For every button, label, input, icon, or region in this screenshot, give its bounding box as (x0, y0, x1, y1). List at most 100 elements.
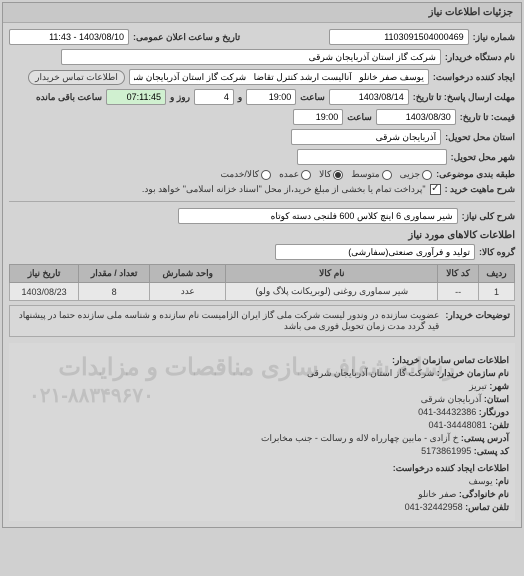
input-response-time[interactable] (246, 89, 296, 105)
value-address: خ آزادی - مابین چهارراه لاله و رسالت - ج… (261, 433, 458, 443)
row-delivery-city: شهر محل تحویل: (9, 149, 515, 165)
label-requester: ایجاد کننده درخواست: (433, 72, 515, 83)
label-buyer-note: توضیحات خریدار: (445, 310, 510, 332)
td-0-3: عدد (150, 283, 226, 301)
badge-contact-info[interactable]: اطلاعات تماس خریدار (28, 70, 125, 85)
input-need-summary[interactable] (178, 208, 458, 224)
label-buyer-org: نام دستگاه خریدار: (445, 52, 515, 63)
radio-label-4: کالا/خدمت (220, 169, 259, 180)
checkbox-nature[interactable] (430, 184, 441, 195)
row-nature: شرح ماهیت خرید : "پرداخت تمام یا بخشی از… (9, 184, 515, 195)
row-response-deadline: مهلت ارسال پاسخ: تا تاریخ: ساعت و روز و … (9, 89, 515, 105)
label-time-1: ساعت (300, 92, 325, 103)
buyer-note-text: عضویت سازنده در وندور لیست شرکت ملی گاز … (14, 310, 439, 332)
th-4: تعداد / مقدار (79, 265, 150, 283)
goods-table: ردیف کد کالا نام کالا واحد شمارش تعداد /… (9, 264, 515, 301)
label-delivery-city: شهر محل تحویل: (451, 152, 515, 163)
radio-dot-icon (261, 170, 271, 180)
value-org: شرکت گاز استان آذربایجان شرقی (307, 368, 434, 378)
input-remain-time[interactable] (106, 89, 166, 105)
radio-option-4[interactable]: کالا/خدمت (220, 169, 271, 180)
panel-body: شماره نیاز: تاریخ و ساعت اعلان عمومی: نا… (3, 23, 521, 527)
label-remain: ساعت باقی مانده (36, 92, 102, 103)
line-city: شهر: تبریز (15, 381, 509, 392)
contact-area: رسانه شفاف سازی مناقصات و مزایدات ۰۲۱-۸۸… (9, 343, 515, 521)
label-classification: طبقه بندی موضوعی: (436, 169, 515, 180)
td-0-1: -- (438, 283, 479, 301)
line-lastname: نام خانوادگی: صفر خانلو (15, 489, 509, 500)
table-header-row: ردیف کد کالا نام کالا واحد شمارش تعداد /… (10, 265, 515, 283)
nature-text: "پرداخت تمام یا بخشی از مبلغ خرید،از محل… (142, 184, 426, 195)
value-phone: 34448081-041 (429, 420, 487, 430)
radio-option-2[interactable]: کالا (319, 169, 343, 180)
row-requester: ایجاد کننده درخواست: اطلاعات تماس خریدار (9, 69, 515, 85)
row-need-summary: شرح کلی نیاز: (9, 208, 515, 224)
input-goods-group[interactable] (275, 244, 475, 260)
th-2: نام کالا (226, 265, 438, 283)
row-validity: فیمت: تا تاریخ: ساعت (9, 109, 515, 125)
value-fax: 34432386-041 (418, 407, 476, 417)
value-contact-phone: 32442958-041 (405, 502, 463, 512)
input-request-no[interactable] (329, 29, 469, 45)
input-response-date[interactable] (329, 89, 409, 105)
label-province: استان: (484, 394, 509, 404)
row-buyer-org: نام دستگاه خریدار: (9, 49, 515, 65)
label-public-date: تاریخ و ساعت اعلان عمومی: (133, 32, 240, 43)
label-contact-phone: تلفن تماس: (465, 502, 509, 512)
label-need-summary: شرح کلی نیاز: (462, 211, 515, 222)
input-days[interactable] (194, 89, 234, 105)
contact-section-title: اطلاعات تماس سازمان خریدار: (15, 355, 509, 366)
label-address: آدرس پستی: (461, 433, 509, 443)
th-3: واحد شمارش (150, 265, 226, 283)
input-validity-date[interactable] (376, 109, 456, 125)
row-classification: طبقه بندی موضوعی: جزیی متوسط کالا عمده ک… (9, 169, 515, 180)
table-row: 1 -- شیر سماوری روغنی (لوبریکانت پلاگ ول… (10, 283, 515, 301)
label-fax: دورنگار: (479, 407, 509, 417)
main-panel: جزئیات اطلاعات نیاز شماره نیاز: تاریخ و … (2, 2, 522, 528)
radio-label-1: متوسط (351, 169, 379, 180)
input-public-date[interactable] (9, 29, 129, 45)
value-city: تبریز (469, 381, 487, 391)
input-requester[interactable] (129, 69, 429, 85)
label-validity: فیمت: تا تاریخ: (460, 112, 515, 123)
th-5: تاریخ نیاز (10, 265, 79, 283)
td-0-0: 1 (478, 283, 514, 301)
label-org: نام سازمان خریدار: (437, 368, 509, 378)
line-fax: دورنگار: 34432386-041 (15, 407, 509, 418)
classification-radio-group: جزیی متوسط کالا عمده کالا/خدمت (220, 169, 432, 180)
value-lastname: صفر خانلو (418, 489, 456, 499)
buyer-note-box: توضیحات خریدار: عضویت سازنده در وندور لی… (9, 305, 515, 337)
panel-title: جزئیات اطلاعات نیاز (3, 3, 521, 23)
input-delivery-city[interactable] (297, 149, 447, 165)
label-goods-group: گروه کالا: (479, 247, 515, 258)
radio-dot-icon (301, 170, 311, 180)
radio-dot-icon (333, 170, 343, 180)
label-delivery-province: استان محل تحویل: (445, 132, 515, 143)
label-lastname: نام خانوادگی: (459, 489, 509, 499)
line-phone: تلفن: 34448081-041 (15, 420, 509, 431)
radio-option-0[interactable]: جزیی (400, 169, 433, 180)
label-days-unit: روز و (170, 92, 190, 103)
input-delivery-province[interactable] (291, 129, 441, 145)
input-validity-time[interactable] (293, 109, 343, 125)
label-name: نام: (495, 476, 509, 486)
row-request-no: شماره نیاز: تاریخ و ساعت اعلان عمومی: (9, 29, 515, 45)
th-0: ردیف (478, 265, 514, 283)
radio-option-1[interactable]: متوسط (351, 169, 391, 180)
row-delivery-province: استان محل تحویل: (9, 129, 515, 145)
line-address: آدرس پستی: خ آزادی - مابین چهارراه لاله … (15, 433, 509, 444)
label-time-2: ساعت (347, 112, 372, 123)
value-name: یوسف (469, 476, 493, 486)
row-goods-group: گروه کالا: (9, 244, 515, 260)
goods-section-title: اطلاعات کالاهای مورد نیاز (9, 230, 515, 241)
label-city: شهر: (489, 381, 509, 391)
line-org: نام سازمان خریدار: شرکت گاز استان آذربای… (15, 368, 509, 379)
label-phone: تلفن: (489, 420, 509, 430)
radio-option-3[interactable]: عمده (279, 169, 311, 180)
td-0-2: شیر سماوری روغنی (لوبریکانت پلاگ ولو) (226, 283, 438, 301)
th-1: کد کالا (438, 265, 479, 283)
label-postal: کد پستی: (474, 446, 509, 456)
value-province: آذربایجان شرقی (421, 394, 482, 404)
input-buyer-org[interactable] (61, 49, 441, 65)
radio-dot-icon (422, 170, 432, 180)
